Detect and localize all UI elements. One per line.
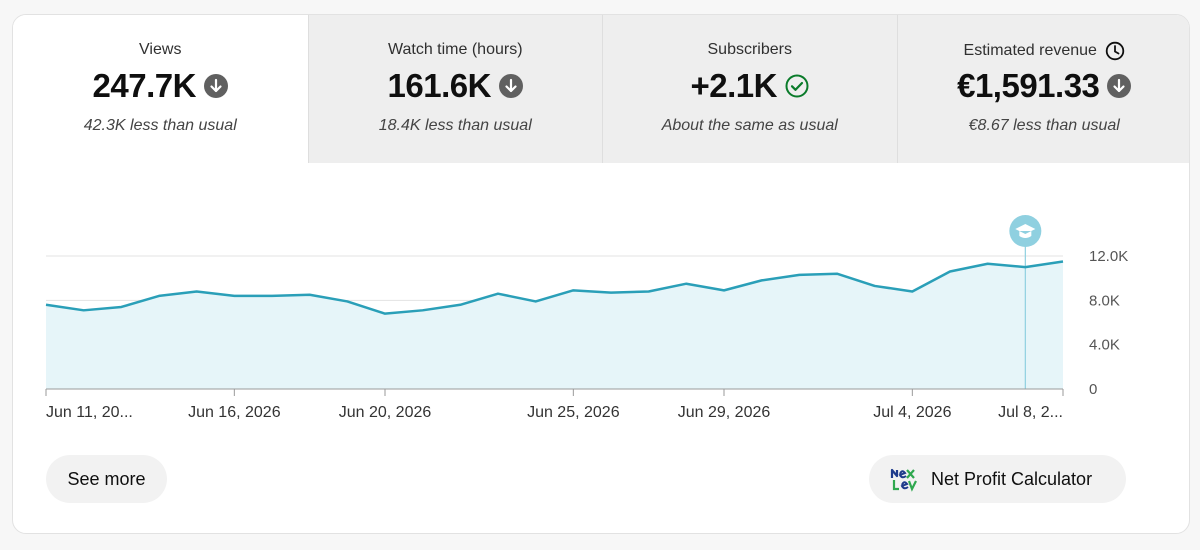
tab-watch-time[interactable]: Watch time (hours) 161.6K 18.4K less tha… [307, 15, 602, 163]
clock-icon[interactable] [1105, 41, 1125, 61]
metric-tabs: Views 247.7K 42.3K less than usual Watch… [13, 15, 1189, 163]
arrow-down-icon [203, 74, 228, 98]
y-tick-label: 12.0K [1089, 248, 1128, 265]
chart-svg: 0 4.0K 8.0K 12.0K Jun 11, 20... Jun 16, 2026 J… [45, 215, 1128, 421]
x-tick-label: Jul 8, 2... [998, 404, 1063, 421]
nexlev-logo-icon [890, 468, 917, 492]
tab-label: Views [139, 41, 182, 58]
tab-comparison: 18.4K less than usual [378, 117, 532, 134]
area-fill [46, 261, 1063, 389]
check-circle-icon [785, 74, 809, 98]
x-tick-label: Jun 20, 2026 [339, 404, 432, 421]
tab-comparison: About the same as usual [661, 117, 838, 134]
see-more-label: See more [67, 468, 146, 489]
y-tick-label: 4.0K [1089, 337, 1120, 354]
net-profit-calculator-button[interactable]: Net Profit Calculator [869, 455, 1126, 503]
tab-estimated-revenue[interactable]: Estimated revenue €1,591.33 €8.67 less t… [896, 15, 1189, 163]
tab-views[interactable]: Views 247.7K 42.3K less than usual [13, 15, 308, 163]
arrow-down-icon [498, 74, 523, 98]
tab-value: 161.6K [387, 67, 492, 104]
views-chart: 0 4.0K 8.0K 12.0K Jun 11, 20... Jun 16, 2026 J… [13, 163, 1189, 435]
tab-subscribers[interactable]: Subscribers +2.1K About the same as usua… [602, 15, 897, 163]
tab-value: +2.1K [690, 67, 778, 104]
x-tick-label: Jun 11, 20... [46, 404, 133, 421]
tab-label: Watch time (hours) [387, 41, 523, 58]
tab-label: Subscribers [707, 41, 792, 58]
x-tick-label: Jun 29, 2026 [678, 404, 771, 421]
graduation-cap-icon[interactable] [1009, 215, 1042, 247]
analytics-card: Views 247.7K 42.3K less than usual Watch… [12, 14, 1190, 534]
series-line [45, 260, 1064, 315]
tab-value: 247.7K [92, 67, 197, 104]
x-tick-label: Jul 4, 2026 [873, 404, 951, 421]
y-tick-label: 0 [1089, 381, 1097, 398]
x-tick-label: Jun 25, 2026 [527, 404, 620, 421]
y-tick-label: 8.0K [1089, 292, 1120, 309]
arrow-down-icon [1107, 74, 1132, 98]
tab-comparison: 42.3K less than usual [83, 117, 237, 134]
tab-value: €1,591.33 [957, 67, 1100, 104]
tab-label: Estimated revenue [963, 42, 1097, 59]
see-more-button[interactable]: See more [46, 455, 167, 503]
x-tick-label: Jun 16, 2026 [188, 404, 281, 421]
net-profit-label: Net Profit Calculator [931, 468, 1093, 489]
tab-comparison: €8.67 less than usual [968, 117, 1120, 134]
